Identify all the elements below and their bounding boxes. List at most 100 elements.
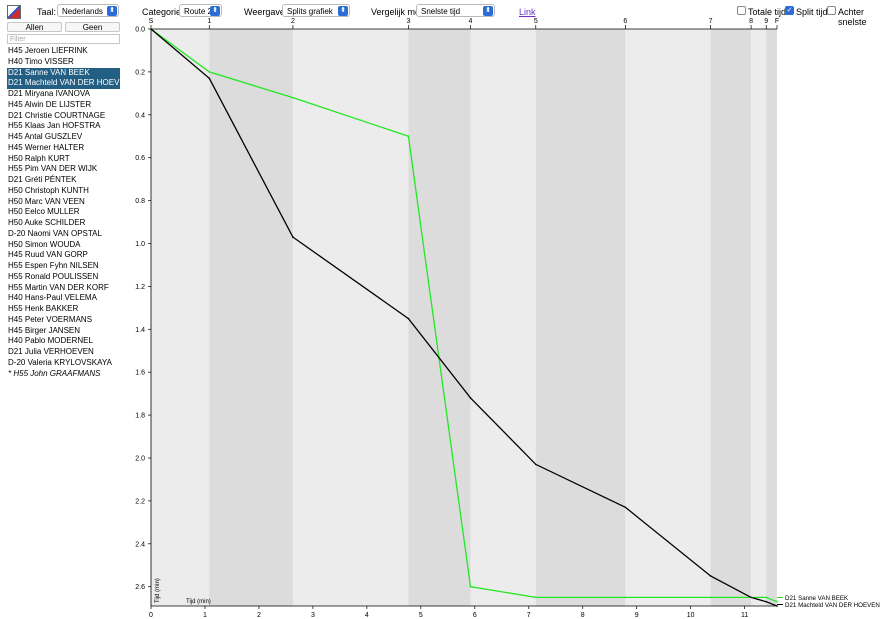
category-value: Route 2: [184, 7, 213, 16]
control-label: 4: [469, 18, 473, 25]
leg-band: [535, 29, 626, 606]
series-point: [776, 605, 778, 607]
series-end-label: D21 Sanne VAN BEEK: [785, 595, 849, 602]
runner-list-item[interactable]: H45 Ruud VAN GORP: [8, 250, 88, 260]
runner-list-item[interactable]: D21 Gréti PÉNTEK: [8, 175, 77, 184]
y-tick-label: 2.4: [135, 541, 145, 548]
runner-list-item[interactable]: H50 Simon WOUDA: [8, 239, 81, 249]
option-label-split-tijd: Split tijd: [796, 7, 828, 17]
runner-list-item[interactable]: H50 Eelco MULLER: [8, 207, 80, 217]
runner-list-item[interactable]: H45 Jeroen LIEFRINK: [8, 46, 88, 55]
control-label: 7: [709, 18, 713, 25]
runner-list-item[interactable]: H40 Timo VISSER: [8, 56, 74, 66]
series-point: [208, 71, 211, 73]
control-label: 2: [291, 18, 295, 25]
runner-list-item[interactable]: H55 Pim VAN DER WIJK: [8, 164, 98, 174]
category-select[interactable]: Route 2 ⬍: [179, 4, 222, 17]
control-label: 1: [207, 18, 211, 25]
series-point: [407, 135, 410, 138]
leg-band: [710, 29, 752, 606]
runner-list-item[interactable]: H50 Auke SCHILDER: [8, 218, 86, 227]
view-select[interactable]: Splits grafiek ⬍: [282, 4, 350, 17]
x-tick-label: 0: [149, 612, 153, 619]
runner-list-item[interactable]: D21 Julia VERHOEVEN: [8, 347, 94, 356]
option-label-achter-snelste: Achter snelste: [838, 7, 867, 27]
runner-list-item[interactable]: H45 Alwin DE LIJSTER: [8, 99, 92, 109]
y-tick-label: 1.6: [135, 370, 145, 377]
compare-value: Snelste tijd: [421, 7, 461, 16]
series-point: [407, 317, 410, 320]
series-point: [624, 506, 627, 509]
series-point: [765, 600, 768, 603]
option-checkbox-achter-snelste[interactable]: [827, 6, 836, 15]
control-label: 8: [749, 18, 753, 25]
series-point: [292, 96, 294, 99]
view-label: Weergave:: [244, 7, 288, 17]
runner-list: H45 Jeroen LIEFRINK H40 Timo VISSER D21 Sa…: [7, 46, 131, 379]
control-label: S: [149, 18, 154, 25]
x-tick-label: 5: [419, 612, 423, 619]
series-point: [150, 28, 152, 30]
filter-input[interactable]: Filter: [7, 34, 120, 44]
option-checkbox-totale-tijd[interactable]: [737, 6, 746, 15]
series-point: [534, 463, 537, 466]
x-tick-label: 1: [203, 612, 207, 619]
x-axis-label: Tijd (min): [186, 599, 211, 605]
runner-list-item[interactable]: H50 Christoph KUNTH: [8, 185, 89, 195]
runner-list-item[interactable]: H45 Werner HALTER: [8, 142, 85, 152]
view-value: Splits grafiek: [287, 7, 333, 16]
leg-band: [151, 29, 210, 606]
runner-list-item[interactable]: H40 Pablo MODERNEL: [8, 336, 93, 346]
runner-list-item[interactable]: * H55 John GRAAFMANS: [8, 368, 101, 378]
select-chevron-icon: ⬍: [483, 6, 493, 16]
x-tick-label: 8: [581, 612, 585, 619]
y-tick-label: 2.0: [135, 455, 145, 462]
runner-list-item[interactable]: D21 Miryana IVANOVA: [8, 89, 90, 98]
language-select[interactable]: Nederlands ⬍: [57, 4, 119, 17]
control-label: 5: [534, 18, 538, 25]
leg-band: [766, 29, 777, 606]
runner-list-item[interactable]: H55 Martin VAN DER KORF: [8, 282, 109, 292]
select-none-button[interactable]: Geen: [65, 22, 120, 32]
runner-list-item[interactable]: H45 Peter VOERMANS: [8, 314, 93, 324]
series-point: [624, 596, 627, 599]
runner-list-item[interactable]: H45 Birger JANSEN: [8, 325, 81, 335]
series-point: [709, 596, 712, 599]
runner-list-item[interactable]: D21 Sanne VAN BEEK: [7, 67, 120, 79]
runner-list-item[interactable]: H55 Ronald POULISSEN: [8, 271, 99, 281]
leg-band: [751, 29, 767, 606]
option-label-totale-tijd: Totale tijd: [748, 7, 787, 17]
select-all-button[interactable]: Allen: [7, 22, 62, 32]
y-axis-label: Tijd (min): [155, 578, 161, 603]
y-tick-label: 1.8: [135, 413, 145, 420]
y-tick-label: 0.6: [135, 155, 145, 162]
runner-list-item[interactable]: H55 Espen Fyhn NILSEN: [8, 261, 99, 270]
runner-list-item[interactable]: H55 Henk BAKKER: [8, 304, 79, 313]
runner-list-item[interactable]: D21 Machteld VAN DER HOEVEN: [7, 78, 131, 89]
top-toolbar: Taal: Nederlands ⬍ Categorie: Route 2 ⬍ …: [0, 0, 885, 27]
select-chevron-icon: ⬍: [210, 6, 220, 16]
x-tick-label: 4: [365, 612, 369, 619]
runner-list-item[interactable]: H50 Ralph KURT: [8, 153, 70, 163]
control-label: 9: [764, 18, 768, 25]
x-tick-label: 6: [473, 612, 477, 619]
runner-list-item[interactable]: D21 Christie COURTNAGE: [8, 110, 106, 120]
series-point: [709, 575, 712, 577]
runner-list-item[interactable]: H45 Antal GUSZLEV: [8, 132, 83, 141]
y-tick-label: 0.4: [135, 112, 145, 119]
category-label: Categorie:: [142, 7, 184, 17]
compare-select[interactable]: Snelste tijd ⬍: [416, 4, 495, 17]
runner-list-item[interactable]: H55 Klaas Jan HOFSTRA: [8, 121, 101, 131]
control-label: F: [775, 18, 779, 25]
runner-list-item[interactable]: H40 Hans-Paul VELEMA: [8, 293, 97, 303]
series-point: [469, 397, 472, 399]
runner-list-item[interactable]: D-20 Valeria KRYLOVSKAYA: [8, 357, 112, 367]
option-checkbox-split-tijd[interactable]: ✓: [785, 6, 794, 15]
runner-list-item[interactable]: H50 Marc VAN VEEN: [8, 196, 85, 206]
y-tick-label: 0.2: [135, 69, 145, 76]
x-tick-label: 3: [311, 612, 315, 619]
select-chevron-icon: ⬍: [107, 6, 117, 16]
y-tick-label: 1.4: [135, 327, 145, 334]
link-button[interactable]: Link: [519, 7, 536, 17]
runner-list-item[interactable]: D-20 Naomi VAN OPSTAL: [8, 228, 102, 238]
